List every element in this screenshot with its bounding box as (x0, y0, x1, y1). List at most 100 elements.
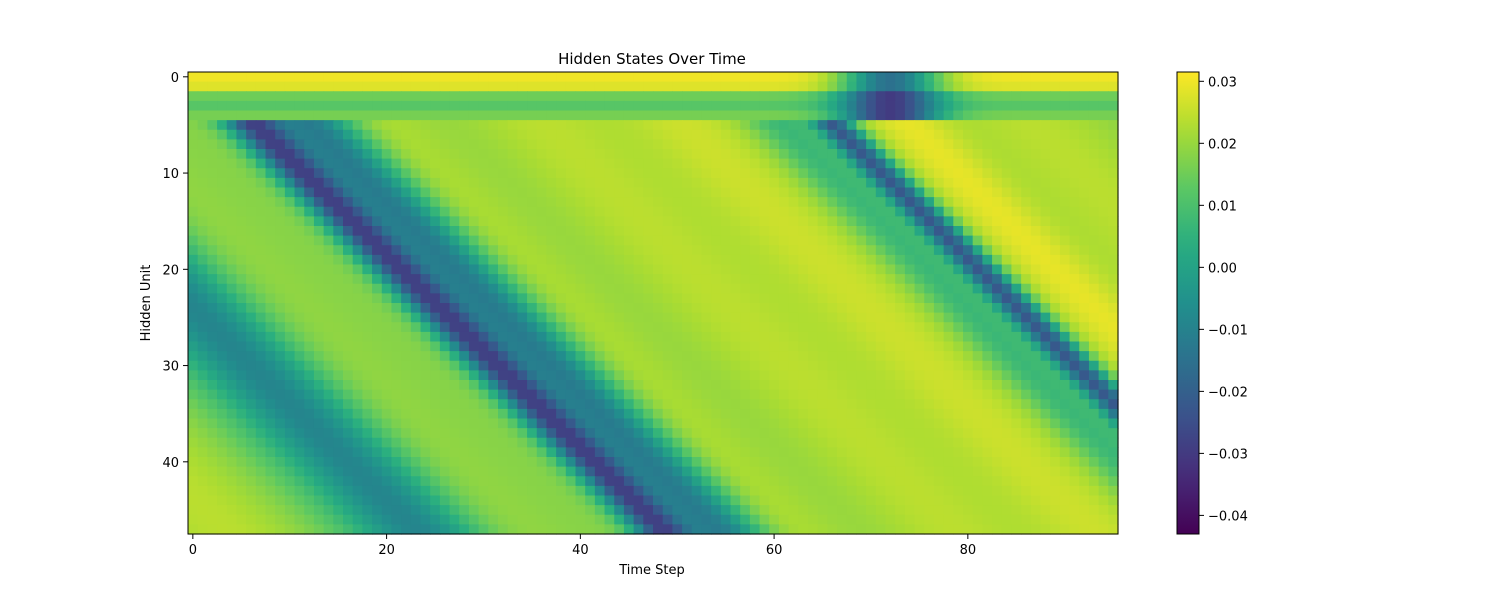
heatmap-cell (691, 341, 703, 352)
heatmap-cell (875, 303, 887, 314)
heatmap-cell (420, 129, 431, 140)
heatmap-cell (556, 495, 567, 506)
heatmap-cell (352, 495, 363, 506)
heatmap-cell (1040, 283, 1051, 294)
heatmap-cell (701, 380, 712, 391)
heatmap-cell (691, 408, 703, 420)
heatmap-cell (304, 197, 315, 208)
heatmap-cell (972, 110, 983, 121)
heatmap-cell (1030, 177, 1042, 189)
heatmap-cell (730, 293, 741, 304)
heatmap-cell (749, 514, 761, 525)
heatmap-cell (653, 110, 664, 121)
heatmap-cell (197, 447, 208, 458)
heatmap-cell (430, 418, 441, 429)
heatmap-cell (817, 139, 828, 150)
heatmap-cell (468, 168, 480, 179)
heatmap-cell (343, 341, 354, 352)
heatmap-cell (711, 91, 722, 102)
heatmap-cell (633, 293, 644, 304)
heatmap-cell (827, 293, 838, 304)
heatmap-cell (1001, 110, 1013, 121)
y-tick-label: 20 (162, 263, 179, 278)
heatmap-cell (614, 331, 625, 343)
heatmap-cell (924, 139, 935, 150)
heatmap-cell (410, 264, 422, 275)
heatmap-cell (246, 129, 257, 140)
heatmap-cell (1001, 360, 1013, 371)
heatmap-cell (546, 331, 557, 343)
heatmap-cell (352, 447, 363, 458)
heatmap-cell (798, 428, 809, 439)
heatmap-cell (459, 283, 470, 294)
heatmap-cell (401, 139, 412, 150)
heatmap-cell (1098, 245, 1109, 256)
heatmap-cell (236, 245, 247, 256)
heatmap-cell (711, 206, 722, 217)
heatmap-cell (1098, 254, 1109, 266)
heatmap-cell (672, 495, 683, 506)
heatmap-cell (304, 437, 315, 448)
heatmap-cell (817, 524, 828, 535)
heatmap-cell (769, 293, 780, 304)
heatmap-cell (1108, 264, 1119, 275)
colorbar-tick-label: 0.03 (1208, 75, 1237, 90)
heatmap-cell (866, 168, 877, 179)
heatmap-cell (275, 341, 286, 352)
heatmap-cell (614, 476, 625, 487)
heatmap-cell (711, 139, 722, 150)
heatmap-cell (488, 331, 499, 343)
heatmap-cell (827, 100, 838, 112)
heatmap-cell (459, 139, 470, 150)
heatmap-cell (381, 235, 393, 246)
heatmap-cell (817, 100, 828, 112)
heatmap-cell (701, 187, 712, 198)
heatmap-cell (653, 158, 664, 169)
heatmap-cell (1021, 418, 1032, 429)
heatmap-cell (633, 418, 644, 429)
heatmap-cell (924, 293, 935, 304)
heatmap-cell (188, 399, 199, 410)
heatmap-cell (633, 100, 644, 112)
heatmap-cell (226, 100, 238, 112)
heatmap-cell (604, 428, 615, 439)
heatmap-cell (507, 91, 518, 102)
heatmap-cell (1011, 351, 1022, 362)
heatmap-cell (188, 254, 199, 266)
heatmap-cell (1098, 505, 1109, 516)
heatmap-cell (933, 495, 945, 506)
heatmap-cell (343, 466, 354, 477)
heatmap-cell (837, 293, 848, 304)
heatmap-cell (517, 206, 528, 217)
heatmap-cell (594, 216, 606, 227)
heatmap-cell (284, 129, 296, 140)
heatmap-cell (672, 216, 683, 227)
heatmap-cell (439, 312, 451, 323)
heatmap-cell (827, 197, 838, 208)
heatmap-cell (1001, 505, 1013, 516)
heatmap-cell (420, 380, 431, 391)
heatmap-cell (410, 110, 422, 121)
heatmap-cell (963, 293, 974, 304)
heatmap-cell (691, 322, 703, 333)
heatmap-cell (1040, 476, 1051, 487)
heatmap-cell (536, 370, 548, 381)
heatmap-cell (740, 408, 751, 420)
heatmap-cell (284, 524, 296, 535)
heatmap-cell (275, 226, 286, 237)
heatmap-cell (963, 331, 974, 343)
heatmap-cell (304, 457, 315, 468)
heatmap-cell (410, 341, 422, 352)
heatmap-cell (430, 235, 441, 246)
heatmap-cell (856, 495, 867, 506)
heatmap-cell (1030, 235, 1042, 246)
heatmap-cell (217, 370, 228, 381)
heatmap-cell (1001, 428, 1013, 439)
heatmap-cell (904, 505, 916, 516)
heatmap-cell (895, 485, 906, 497)
heatmap-cell (381, 389, 393, 400)
heatmap-cell (749, 245, 761, 256)
heatmap-cell (468, 370, 480, 381)
heatmap-cell (691, 206, 703, 217)
heatmap-cell (401, 283, 412, 294)
